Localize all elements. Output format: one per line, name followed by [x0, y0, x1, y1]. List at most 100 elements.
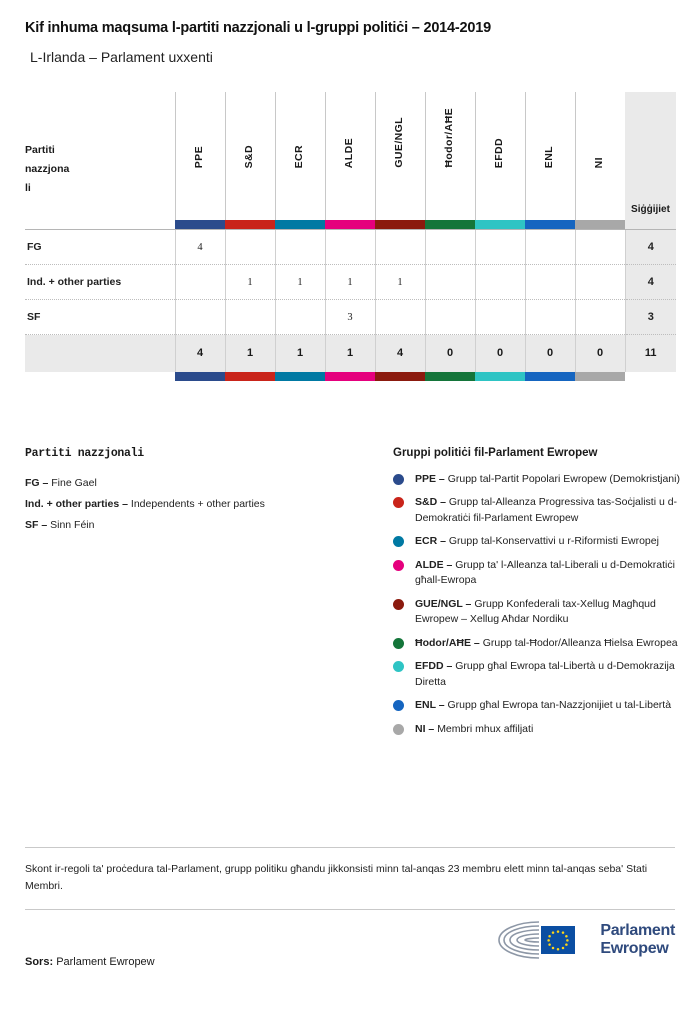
list-item: GUE/NGL – Grupp Konfederali tax-Xellug M… [393, 597, 693, 628]
bottom-strip-efdd [475, 371, 525, 381]
group-legend-name: Membri mhux affiljati [437, 722, 534, 735]
group-legend-abbr: ENL – [415, 699, 445, 711]
table-row: SF 3 3 [25, 299, 676, 335]
col-header-alde-label: ALDE [343, 137, 355, 168]
national-legend-title: Partiti nazzjonali [25, 446, 144, 460]
col-header-guengl-label: GUE/NGL [393, 117, 405, 168]
national-legend-abbr: FG – [25, 476, 49, 489]
strip-efdd [475, 220, 525, 230]
alde-color-dot [393, 559, 404, 571]
cell-fg-ni [574, 229, 625, 265]
row-label-fg: FG [25, 229, 175, 265]
national-legend-name: Independents + other parties [130, 497, 265, 510]
strip-sd [225, 220, 275, 230]
group-legend-title: Gruppi politiċi fil-Parlament Ewropew [393, 446, 598, 459]
strip-efdd-bar [475, 220, 525, 229]
ep-wordmark: Parlament Ewropew [600, 922, 675, 958]
table-head: Partiti nazzjona li PPE S&D ECR ALDE GUE… [25, 92, 676, 230]
col-header-ppe: PPE [174, 92, 225, 220]
cell-fg-enl [524, 229, 575, 265]
group-legend-text: ENL – Grupp għal Ewropa tan-Nazzjonijiet… [415, 698, 671, 714]
strip-sd-bar [225, 220, 275, 229]
strip-ppe [175, 220, 225, 230]
strip-spacer [25, 220, 175, 230]
footer: Sors: Parlament Ewropew [25, 910, 675, 980]
total-efdd: 0 [474, 334, 525, 372]
strip-ecr-bar [275, 220, 325, 229]
ep-emblem-icon [498, 920, 576, 959]
col-header-enl-label: ENL [543, 145, 555, 168]
group-legend-text: ECR – Grupp tal-Konservattivi u r-Riform… [415, 534, 659, 550]
bottom-strip-spacer [25, 372, 175, 381]
col-header-sd-label: S&D [243, 144, 255, 168]
row-header-line3: li [25, 182, 31, 194]
strip-hodor [425, 220, 475, 230]
group-legend-text: GUE/NGL – Grupp Konfederali tax-Xellug M… [415, 597, 693, 628]
cell-sf-enl [524, 299, 575, 335]
ecr-color-dot [393, 536, 404, 547]
bottom-color-strip-row [25, 371, 676, 381]
cell-ind-ecr: 1 [274, 264, 325, 300]
group-legend-text: S&D – Grupp tal-Alleanza Progressiva tas… [415, 495, 693, 526]
group-legend-text: ALDE – Grupp ta' l-Alleanza tal-Liberali… [415, 558, 693, 589]
group-legend-name: Grupp Konfederali tax-Xellug Magħqud Ewr… [415, 597, 656, 626]
cell-ind-guengl: 1 [374, 264, 425, 300]
national-legend-abbr: Ind. + other parties – [25, 497, 128, 510]
table-row: Ind. + other parties 1 1 1 1 4 [25, 264, 676, 300]
cell-fg-hodor [424, 229, 475, 265]
strip-alde-bar [325, 220, 375, 229]
strip-guengl [375, 220, 425, 230]
group-legend-text: PPE – Grupp tal-Partit Popolari Ewropew … [415, 472, 680, 488]
bottom-strip-enl-bar [525, 371, 575, 381]
total-alde: 1 [324, 334, 375, 372]
bottom-strip-guengl [375, 371, 425, 381]
cell-ind-sd: 1 [224, 264, 275, 300]
ni-color-dot [393, 723, 404, 735]
strip-total [625, 220, 676, 230]
list-item: PPE – Grupp tal-Partit Popolari Ewropew … [393, 472, 693, 488]
national-parties-legend: Partiti nazzjonali FG – Fine Gael Ind. +… [25, 447, 375, 536]
row-label-ind: Ind. + other parties [25, 264, 175, 300]
group-legend-abbr: S&D – [415, 496, 446, 508]
group-legend-abbr: NI – [415, 722, 435, 735]
cell-sf-ni [574, 299, 625, 335]
group-legend-text: Ħodor/AĦE – Grupp tal-Ħodor/Alleanza Ħie… [415, 636, 678, 652]
national-legend-item: Ind. + other parties – Independents + ot… [25, 494, 375, 515]
group-legend-name: Grupp tal-Konservattivi u r-Riformisti E… [448, 535, 659, 547]
group-legend-name: Grupp tal-Partit Popolari Ewropew (Demok… [447, 472, 680, 485]
seats-table-container: Partiti nazzjona li PPE S&D ECR ALDE GUE… [25, 92, 676, 381]
cell-sf-ppe [174, 299, 225, 335]
bottom-strip-ni [575, 371, 625, 381]
cell-ind-efdd [474, 264, 525, 300]
cell-ind-total: 4 [624, 264, 676, 300]
cell-fg-guengl [374, 229, 425, 265]
list-item: ENL – Grupp għal Ewropa tan-Nazzjonijiet… [393, 698, 693, 714]
col-header-ppe-label: PPE [193, 145, 205, 168]
group-legend-abbr: Ħodor/AĦE – [415, 636, 480, 649]
list-item: ALDE – Grupp ta' l-Alleanza tal-Liberali… [393, 558, 693, 589]
bottom-strip-ppe-bar [175, 371, 225, 381]
bottom-strip-sd-bar [225, 371, 275, 381]
row-label-sf: SF [25, 299, 175, 335]
cell-fg-sd [224, 229, 275, 265]
cell-fg-total: 4 [624, 229, 676, 265]
total-guengl: 4 [374, 334, 425, 372]
source-value: Parlament Ewropew [56, 955, 155, 968]
list-item: ECR – Grupp tal-Konservattivi u r-Riform… [393, 534, 693, 550]
national-legend-abbr: SF – [25, 518, 48, 531]
efdd-color-dot [393, 661, 404, 672]
national-legend-name: Fine Gael [51, 476, 97, 489]
enl-color-dot [393, 700, 404, 711]
cell-sf-guengl [374, 299, 425, 335]
col-header-enl: ENL [524, 92, 575, 220]
bottom-strip-ecr-bar [275, 371, 325, 381]
total-enl: 0 [524, 334, 575, 372]
group-legend-abbr: EFDD – [415, 660, 453, 672]
european-parliament-logo: Parlament Ewropew [495, 918, 675, 962]
source-label: Sors: [25, 955, 54, 968]
table-totals-row: 4 1 1 1 4 0 0 0 0 11 [25, 334, 676, 372]
strip-enl-bar [525, 220, 575, 229]
group-legend-name: Grupp tal-Alleanza Progressiva tas-Soċja… [415, 496, 678, 524]
group-legend-abbr: ECR – [415, 535, 446, 547]
cell-ind-ppe [174, 264, 225, 300]
